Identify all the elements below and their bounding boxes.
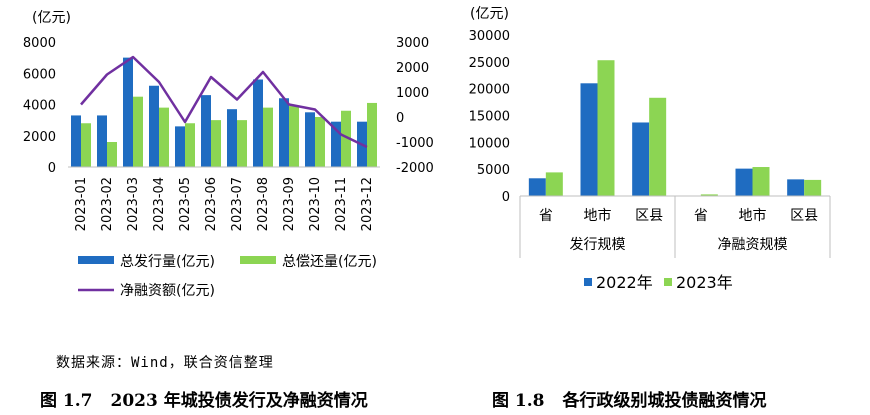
- bar-2023: [804, 179, 822, 196]
- bar-total-issuance: [253, 79, 263, 167]
- bar-total-issuance: [123, 57, 133, 167]
- bar-total-issuance: [175, 126, 185, 167]
- x-axis-tick-label: 2023-06: [204, 177, 219, 231]
- x-axis-tick-label: 2023-11: [334, 177, 349, 231]
- bar-2022: [580, 83, 598, 196]
- bar-total-repayment: [107, 142, 117, 167]
- bar-total-issuance: [201, 95, 211, 167]
- right-axis-tick-label: -1000: [396, 136, 434, 151]
- right-axis-tick-label: 1000: [396, 86, 429, 101]
- y-axis-unit: (亿元): [470, 6, 509, 22]
- legend-label-net-financing: 净融资额(亿元): [120, 283, 215, 299]
- legend-swatch-2022: [584, 278, 592, 286]
- bar-total-repayment: [237, 120, 247, 167]
- y-axis-tick-label: 25000: [469, 56, 510, 71]
- bar-total-repayment: [341, 110, 351, 167]
- bar-total-repayment: [289, 106, 299, 167]
- x-axis-category-label: 省: [694, 208, 708, 224]
- y-axis-tick-label: 5000: [477, 163, 510, 178]
- bar-total-issuance: [227, 109, 237, 167]
- bar-2022: [528, 178, 546, 196]
- bar-total-repayment: [159, 107, 169, 167]
- x-axis-category-label: 省: [539, 208, 553, 224]
- caption-number: 图 1.7: [40, 391, 93, 411]
- left-axis-tick-label: 2000: [23, 130, 56, 145]
- x-axis-category-label: 地市: [739, 207, 767, 224]
- bar-2023: [545, 172, 563, 196]
- left-axis-tick-label: 6000: [23, 67, 56, 82]
- bar-total-issuance: [71, 115, 81, 167]
- y-axis-tick-label: 0: [502, 190, 510, 205]
- right-axis-tick-label: -2000: [396, 161, 434, 176]
- x-axis-tick-label: 2023-05: [178, 177, 193, 231]
- chart-city-bond-issuance: (亿元) 0 2000 4000 6000 8000 -2000 -1000 0 1000 2000…: [23, 10, 434, 299]
- bar-total-issuance: [279, 98, 289, 167]
- caption-figure-1-7: 图 1.7 2023 年城投债发行及净融资情况: [40, 386, 368, 411]
- bar-2022: [632, 122, 650, 196]
- x-axis-category-label: 区县: [635, 208, 663, 224]
- bar-2022: [735, 168, 753, 196]
- x-axis-tick-label: 2023-10: [308, 177, 323, 231]
- left-axis-tick-label: 4000: [23, 99, 56, 114]
- y-axis-tick-label: 15000: [469, 110, 510, 125]
- bar-2023: [597, 60, 615, 197]
- y-axis-tick-label: 30000: [469, 29, 510, 44]
- x-axis-group-label: 发行规模: [570, 237, 626, 253]
- bar-total-repayment: [315, 117, 325, 167]
- x-axis-tick-label: 2023-03: [126, 177, 141, 231]
- legend-label-total-issuance: 总发行量(亿元): [120, 254, 215, 270]
- right-axis-tick-label: 0: [396, 111, 404, 126]
- bar-total-repayment: [367, 102, 377, 167]
- caption-text: 各行政级别城投债融资情况: [562, 391, 767, 411]
- bar-total-issuance: [331, 121, 341, 167]
- caption-text: 2023 年城投债发行及净融资情况: [110, 391, 368, 411]
- legend-label-2022: 2022年: [596, 273, 653, 292]
- x-axis-tick-label: 2023-07: [230, 177, 245, 231]
- bar-total-repayment: [211, 120, 221, 167]
- right-axis-tick-label: 2000: [396, 61, 429, 76]
- bar-total-repayment: [263, 107, 273, 167]
- x-axis-tick-label: 2023-02: [100, 177, 115, 231]
- left-axis-tick-label: 8000: [23, 36, 56, 51]
- x-axis-group-label: 净融资规模: [718, 237, 788, 253]
- bar-2023: [752, 167, 770, 196]
- x-axis-category-label: 地市: [584, 207, 612, 224]
- legend-label-2023: 2023年: [676, 273, 733, 292]
- bar-total-repayment: [185, 123, 195, 167]
- right-axis-tick-label: 3000: [396, 36, 429, 51]
- left-axis-unit: (亿元): [32, 10, 71, 26]
- x-axis-tick-label: 2023-01: [74, 177, 89, 231]
- x-axis-tick-label: 2023-08: [256, 177, 271, 231]
- bar-2022: [787, 179, 805, 196]
- caption-figure-1-8: 图 1.8 各行政级别城投债融资情况: [492, 386, 767, 411]
- bar-total-issuance: [149, 85, 159, 167]
- left-axis-tick-label: 0: [48, 161, 56, 176]
- x-axis-tick-label: 2023-09: [282, 177, 297, 231]
- bar-2023: [700, 194, 718, 196]
- legend-label-total-repayment: 总偿还量(亿元): [282, 254, 377, 270]
- bar-2023: [649, 97, 667, 196]
- source-note: 数据来源：Wind，联合资信整理: [56, 355, 274, 371]
- y-axis-tick-label: 10000: [469, 136, 510, 151]
- x-axis-tick-label: 2023-04: [152, 177, 167, 231]
- x-axis-category-label: 区县: [790, 208, 818, 224]
- caption-number: 图 1.8: [492, 391, 545, 411]
- legend-swatch-total-issuance: [78, 256, 114, 264]
- bar-total-repayment: [81, 123, 91, 167]
- legend-swatch-2023: [664, 278, 672, 286]
- x-axis-tick-label: 2023-12: [360, 177, 375, 231]
- legend-swatch-total-repayment: [240, 256, 276, 264]
- line-net-financing: [80, 55, 368, 149]
- bar-total-issuance: [97, 115, 107, 167]
- bar-total-repayment: [133, 96, 143, 167]
- bar-total-issuance: [305, 112, 315, 167]
- y-axis-tick-label: 20000: [469, 83, 510, 98]
